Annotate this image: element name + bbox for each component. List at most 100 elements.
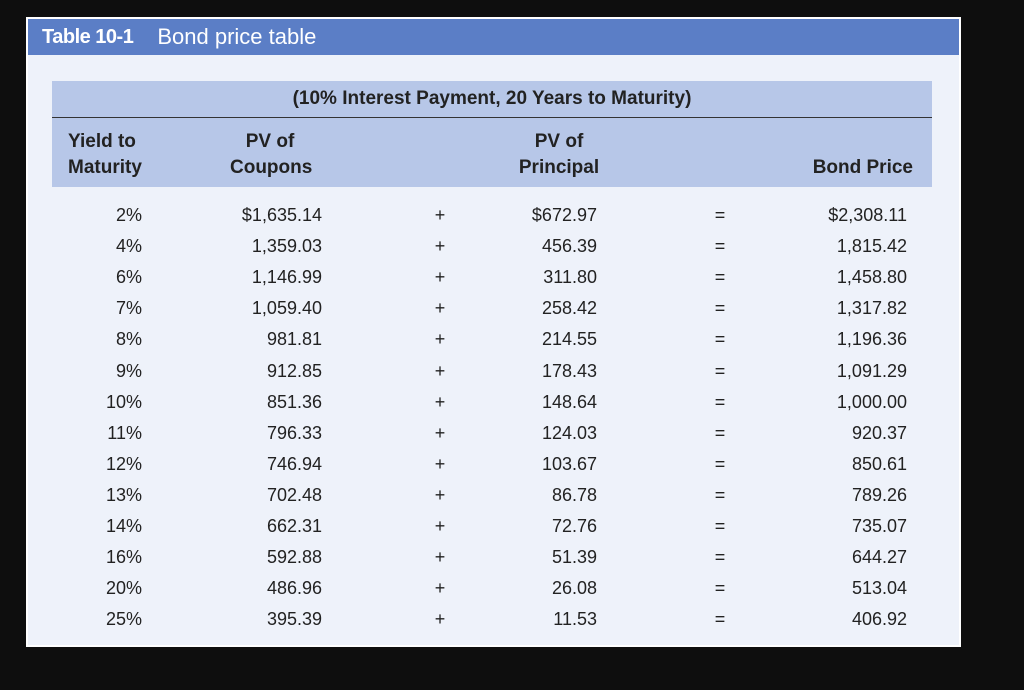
table-title: Bond price table bbox=[157, 24, 317, 49]
table-row: 16% 592.88 +51.39 = 644.27 bbox=[52, 542, 932, 573]
cell-coupons: 1,359.03 bbox=[251, 236, 322, 257]
cell-principal: 311.80 bbox=[543, 267, 597, 288]
cell-principal: 124.03 bbox=[541, 422, 597, 443]
header-principal: PV of Principal bbox=[514, 129, 604, 181]
table-row: 4% 1,359.03 +456.39 = 1,815.42 bbox=[52, 231, 932, 262]
cell-plus: + bbox=[434, 578, 446, 599]
table-row: 7% 1,059.40 +258.42 = 1,317.82 bbox=[52, 293, 932, 324]
cell-principal: 456.39 bbox=[541, 236, 597, 257]
cell-price: 1,458.80 bbox=[836, 267, 907, 288]
cell-equals: = bbox=[714, 267, 726, 288]
table-row: 6% 1,146.99 +311.80 = 1,458.80 bbox=[52, 262, 932, 293]
cell-coupons: 796.33 bbox=[266, 422, 322, 443]
cell-yield: 20% bbox=[105, 578, 142, 599]
cell-plus: + bbox=[434, 484, 446, 505]
cell-plus: + bbox=[434, 391, 446, 412]
cell-yield: 14% bbox=[105, 516, 142, 536]
cell-coupons: 592.88 bbox=[266, 547, 322, 568]
table-row: 25% 395.39 +11.53 = 406.92 bbox=[52, 604, 932, 635]
table-row: 9% 912.85 +178.43 = 1,091.29 bbox=[52, 356, 932, 387]
cell-principal: 214.55 bbox=[541, 329, 597, 350]
table-row: 13% 702.48 +86.78 = 789.26 bbox=[52, 480, 932, 511]
cell-plus: + bbox=[434, 516, 446, 536]
cell-coupons: 912.85 bbox=[266, 360, 322, 381]
column-header-band: Yield to Maturity PV of Coupons PV of Pr… bbox=[52, 118, 932, 187]
table-row: 14% 662.31 +72.76 = 735.07 bbox=[52, 511, 932, 542]
header-principal-line2: Principal bbox=[518, 157, 600, 178]
table-frame: Table 10-1 Bond price table (10% Interes… bbox=[26, 17, 961, 647]
cell-plus: + bbox=[434, 298, 446, 319]
cell-plus: + bbox=[434, 267, 446, 288]
cell-coupons: 395.39 bbox=[266, 609, 322, 630]
table-row: 2% $1,635.14 + $672.97 = $2,308.11 bbox=[52, 200, 932, 231]
cell-price: 850.61 bbox=[851, 453, 907, 474]
header-principal-line1: PV of bbox=[534, 131, 584, 152]
cell-plus: + bbox=[434, 360, 446, 381]
header-coupons: PV of Coupons bbox=[230, 129, 313, 181]
cell-yield: 6% bbox=[115, 267, 142, 288]
cell-price: 735.07 bbox=[851, 516, 907, 536]
cell-price: 1,815.42 bbox=[836, 236, 907, 257]
cell-equals: = bbox=[714, 236, 726, 257]
cell-equals: = bbox=[714, 453, 726, 474]
cell-yield: 16% bbox=[105, 547, 142, 568]
header-price-line1: Bond Price bbox=[812, 157, 913, 178]
cell-equals: = bbox=[714, 578, 726, 599]
header-price: Bond Price bbox=[792, 155, 913, 181]
cell-coupons: 662.31 bbox=[266, 516, 322, 536]
bond-price-table: (10% Interest Payment, 20 Years to Matur… bbox=[52, 81, 932, 629]
cell-price: 1,317.82 bbox=[836, 298, 907, 319]
cell-plus: + bbox=[434, 547, 446, 568]
cell-plus: + bbox=[434, 453, 446, 474]
cell-coupons: 1,059.40 bbox=[251, 298, 322, 319]
cell-principal: 258.42 bbox=[541, 298, 597, 319]
cell-plus: + bbox=[434, 329, 446, 350]
cell-coupons: 746.94 bbox=[266, 453, 322, 474]
cell-equals: = bbox=[714, 360, 726, 381]
cell-equals: = bbox=[714, 391, 726, 412]
table-row: 8% 981.81 +214.55 = 1,196.36 bbox=[52, 324, 932, 355]
table-row: 10% 851.36 +148.64 = 1,000.00 bbox=[52, 387, 932, 418]
cell-coupons: $1,635.14 bbox=[241, 205, 322, 225]
cell-principal: $672.97 bbox=[531, 205, 597, 225]
table-caption: (10% Interest Payment, 20 Years to Matur… bbox=[52, 81, 932, 118]
cell-price: $2,308.11 bbox=[828, 205, 907, 225]
cell-price: 406.92 bbox=[851, 609, 907, 630]
cell-price: 920.37 bbox=[851, 422, 907, 443]
cell-yield: 12% bbox=[105, 453, 142, 474]
header-coupons-line1: PV of bbox=[245, 131, 295, 152]
cell-coupons: 486.96 bbox=[266, 578, 322, 599]
table-row: 12% 746.94 +103.67 = 850.61 bbox=[52, 449, 932, 480]
cell-coupons: 702.48 bbox=[266, 484, 322, 505]
cell-equals: = bbox=[714, 484, 726, 505]
cell-coupons: 851.36 bbox=[266, 391, 322, 412]
cell-principal: 86.78 bbox=[551, 484, 597, 505]
cell-coupons: 1,146.99 bbox=[251, 267, 322, 288]
cell-equals: = bbox=[714, 205, 726, 225]
cell-principal: 26.08 bbox=[551, 578, 597, 599]
header-yield-line1: Yield to bbox=[68, 131, 136, 152]
table-row: 20% 486.96 +26.08 = 513.04 bbox=[52, 573, 932, 604]
cell-equals: = bbox=[714, 298, 726, 319]
cell-yield: 25% bbox=[105, 609, 142, 630]
cell-coupons: 981.81 bbox=[266, 329, 322, 350]
cell-yield: 7% bbox=[115, 298, 142, 319]
cell-price: 1,000.00 bbox=[836, 391, 907, 412]
cell-yield: 2% bbox=[115, 205, 142, 225]
cell-price: 644.27 bbox=[851, 547, 907, 568]
cell-plus: + bbox=[434, 236, 446, 257]
cell-equals: = bbox=[714, 329, 726, 350]
cell-plus: + bbox=[434, 422, 446, 443]
cell-yield: 10% bbox=[105, 391, 142, 412]
cell-yield: 8% bbox=[115, 329, 142, 350]
header-yield-line2: Maturity bbox=[68, 157, 142, 178]
cell-principal: 103.67 bbox=[541, 453, 597, 474]
cell-price: 1,196.36 bbox=[836, 329, 907, 350]
cell-equals: = bbox=[714, 609, 726, 630]
cell-yield: 13% bbox=[105, 484, 142, 505]
cell-equals: = bbox=[714, 422, 726, 443]
cell-price: 513.04 bbox=[851, 578, 907, 599]
cell-price: 789.26 bbox=[851, 484, 907, 505]
cell-principal: 148.64 bbox=[541, 391, 597, 412]
header-coupons-line2: Coupons bbox=[230, 157, 313, 178]
